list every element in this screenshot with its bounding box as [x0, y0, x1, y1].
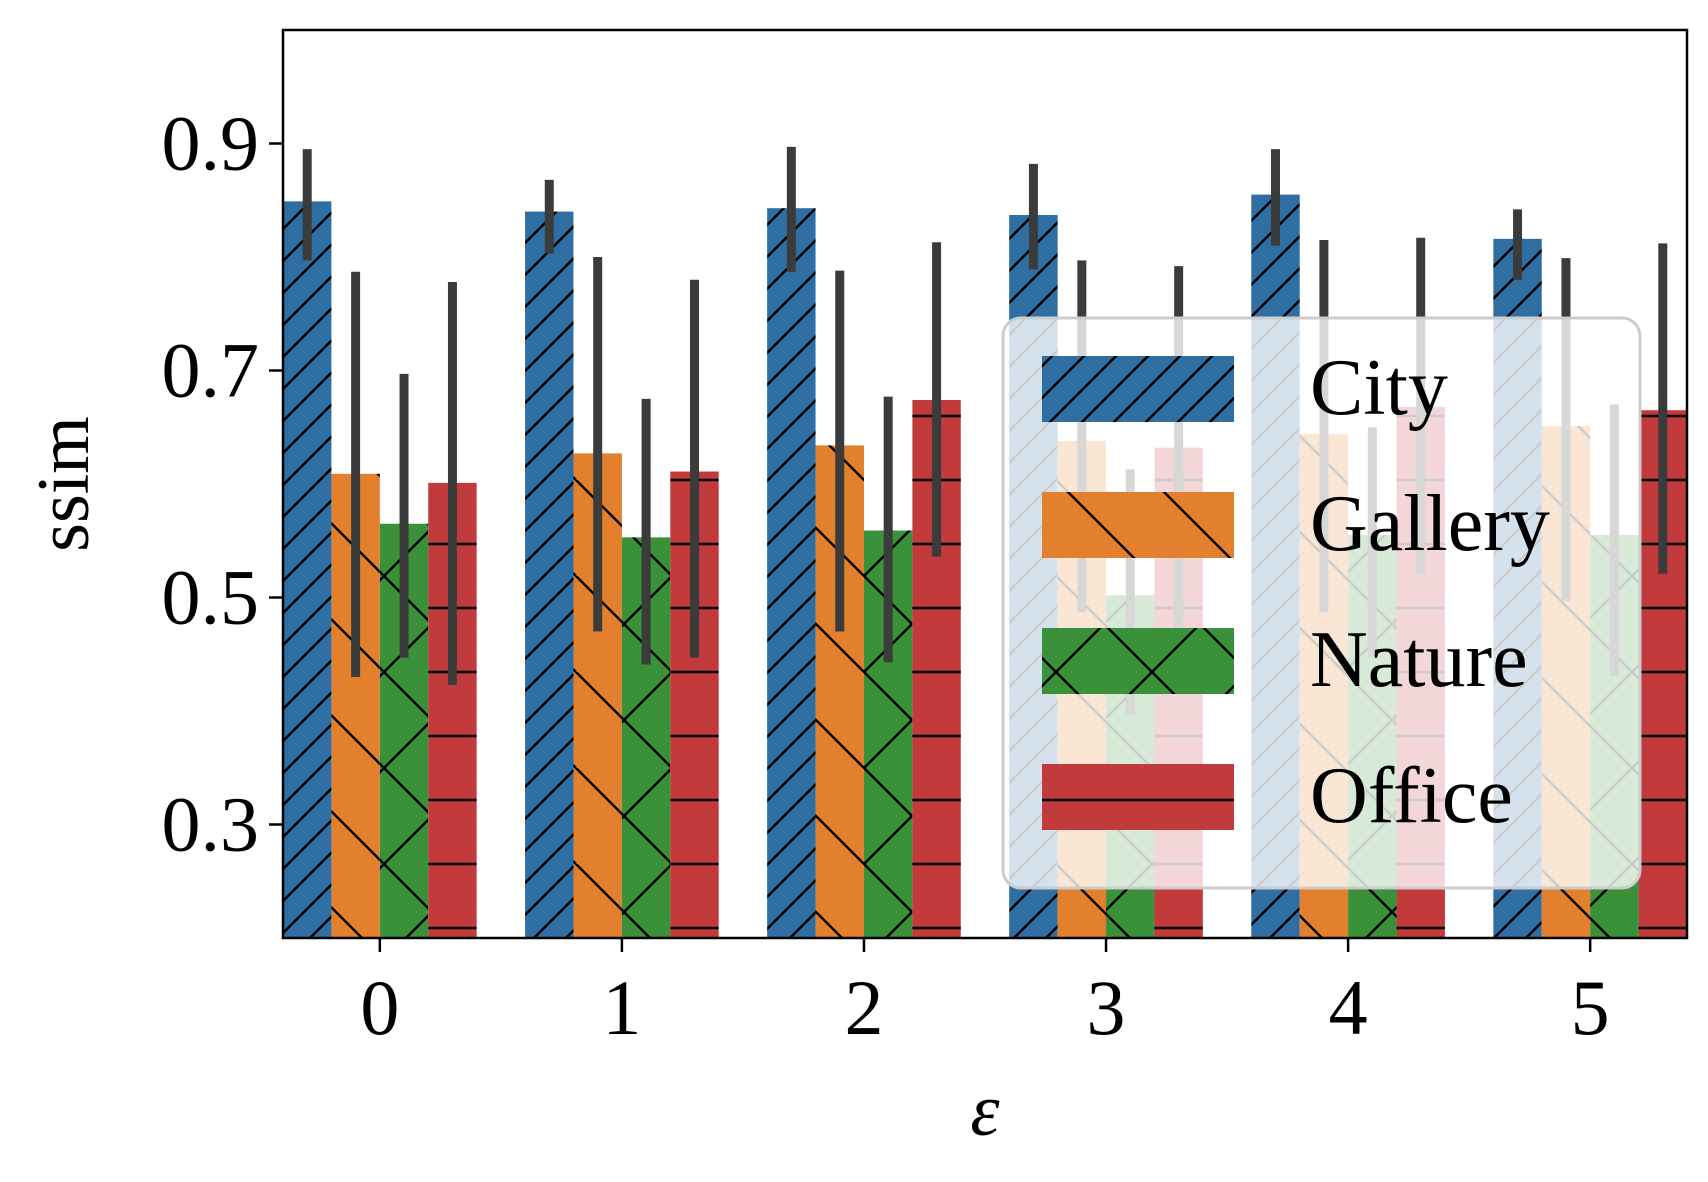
legend-swatch-office — [1042, 764, 1234, 830]
legend-swatch-gallery — [1042, 492, 1234, 558]
legend-swatch-city — [1042, 356, 1234, 422]
y-axis: 0.3 0.5 0.7 0.9 — [162, 100, 283, 868]
legend-label-nature: Nature — [1310, 616, 1528, 704]
x-axis-label: ε — [970, 1070, 1000, 1152]
x-tick-label: 5 — [1571, 964, 1610, 1051]
x-tick-label: 1 — [602, 964, 641, 1051]
y-tick-label: 0.5 — [162, 554, 260, 641]
legend-box — [1001, 316, 1642, 890]
legend-label-office: Office — [1310, 752, 1513, 840]
bar-city-1 — [525, 211, 574, 939]
x-tick-label: 4 — [1329, 964, 1368, 1051]
bar-city-0 — [283, 201, 332, 938]
bar-city-2 — [767, 208, 816, 938]
legend-label-gallery: Gallery — [1310, 480, 1550, 568]
legend: City Gallery Nature Office — [1001, 316, 1642, 890]
x-tick-label: 2 — [844, 964, 883, 1051]
legend-label-city: City — [1310, 344, 1448, 432]
y-axis-label: ssim — [23, 416, 105, 552]
x-axis: 0 1 2 3 4 5 — [360, 938, 1610, 1051]
y-tick-label: 0.3 — [162, 781, 260, 868]
legend-swatch-nature — [1042, 628, 1234, 694]
x-tick-label: 0 — [360, 964, 399, 1051]
x-tick-label: 3 — [1087, 964, 1126, 1051]
plot-frame — [281, 28, 1689, 940]
y-tick-label: 0.7 — [162, 327, 260, 414]
y-tick-label: 0.9 — [162, 100, 260, 187]
